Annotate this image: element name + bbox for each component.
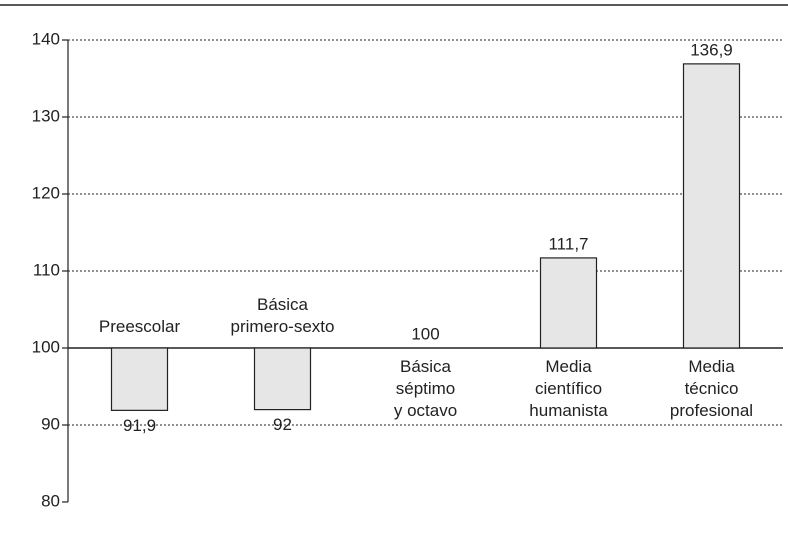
bar [253, 347, 312, 411]
category-label: Básica primero-sexto [231, 295, 335, 336]
category-line: primero-sexto [231, 317, 335, 336]
category-line: Media [545, 357, 592, 376]
value-label: 136,9 [690, 40, 733, 59]
category-line: Básica [257, 295, 309, 314]
value-label: 111,7 [548, 234, 588, 253]
y-tick-label: 120 [32, 183, 60, 202]
bar [539, 257, 598, 349]
value-label: 91,9 [123, 416, 156, 435]
y-tick-label: 100 [32, 337, 60, 356]
category-label: Media técnico profesional [670, 357, 753, 420]
category-line: Media [688, 357, 735, 376]
y-tick-label: 80 [41, 491, 60, 510]
category-line: y octavo [394, 401, 457, 420]
y-tick-label: 130 [32, 106, 60, 125]
value-label: 92 [273, 415, 292, 434]
category-line: humanista [529, 401, 608, 420]
y-tick-label: 140 [32, 29, 60, 48]
y-tick-label: 110 [33, 260, 60, 279]
category-line: profesional [670, 401, 753, 420]
category-label: Media científico humanista [529, 357, 608, 420]
bar [110, 347, 169, 411]
value-label: 100 [411, 324, 439, 343]
category-line: científico [535, 379, 602, 398]
category-line: séptimo [396, 379, 456, 398]
category-line: Básica [400, 357, 452, 376]
category-label: Básica séptimo y octavo [394, 357, 457, 420]
category-line: técnico [685, 379, 739, 398]
bar [682, 63, 741, 349]
category-label: Preescolar [99, 317, 181, 336]
y-tick-label: 90 [41, 414, 60, 433]
category-line: Preescolar [99, 317, 181, 336]
